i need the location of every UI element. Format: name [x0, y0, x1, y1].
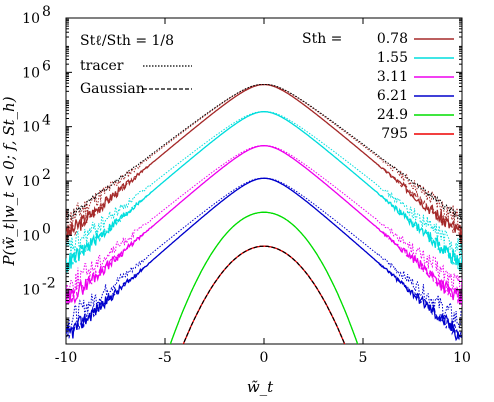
series-layer — [66, 83, 462, 344]
series-24.9 — [169, 211, 359, 344]
legend-entry-label: 795 — [381, 126, 408, 142]
x-axis-title: w̃_t — [247, 378, 274, 396]
series-tracer-line — [66, 177, 462, 334]
tracer-label: tracer — [80, 58, 124, 74]
y-tick-exponent: 0 — [42, 221, 51, 237]
legend-entry-label: 6.21 — [377, 88, 408, 104]
series-gaussian-line — [66, 111, 462, 272]
series-gaussian-line — [66, 84, 462, 240]
x-tick-label: 0 — [260, 350, 269, 366]
x-tick-label: -10 — [55, 350, 78, 366]
legend-entry-label: 24.9 — [377, 107, 408, 123]
plot-frame — [65, 17, 463, 345]
series-line — [169, 211, 359, 344]
y-tick-exponent: -2 — [42, 276, 56, 292]
x-tick-label: -5 — [158, 350, 172, 366]
series-6.21 — [66, 177, 462, 342]
series-gaussian-line — [169, 211, 359, 344]
legend-entry-label: 3.11 — [377, 69, 408, 85]
y-axis-title: P(w̃_t|w_t < 0; f, St_h) — [0, 96, 18, 266]
series-0.78 — [66, 83, 462, 244]
series-tracer-line — [169, 211, 359, 344]
legend-title: Sth = — [302, 31, 342, 47]
y-tick-exponent: 8 — [42, 4, 51, 20]
black-overlays — [66, 84, 462, 344]
gaussian-label: Gaussian — [80, 81, 145, 97]
x-tick-label: 10 — [453, 350, 471, 366]
series-tracer-line — [66, 145, 462, 296]
legend-entry-label: 0.78 — [377, 31, 408, 47]
y-tick-label: 10 — [22, 228, 40, 244]
y-tick-exponent: 6 — [42, 58, 51, 74]
y-tick-label: 10 — [22, 65, 40, 81]
series-gaussian-line — [66, 177, 462, 341]
y-tick-exponent: 4 — [42, 113, 51, 129]
series-line — [182, 245, 346, 344]
y-tick-exponent: 2 — [42, 167, 51, 183]
series-3.11 — [66, 145, 462, 307]
ratio-label: Stℓ/Sth = 1/8 — [80, 33, 174, 49]
y-tick-label: 10 — [22, 174, 40, 190]
y-tick-label: 10 — [22, 283, 40, 299]
legend-entry-label: 1.55 — [377, 50, 408, 66]
series-line — [66, 111, 462, 273]
y-tick-label: 10 — [22, 11, 40, 27]
series-1.55 — [66, 111, 462, 273]
legend-layer: 0.78 1.55 3.11 6.21 24.9 795 — [377, 31, 454, 142]
y-tick-label: 10 — [22, 120, 40, 136]
series-gaussian-line — [66, 145, 462, 305]
series-795 — [182, 245, 346, 344]
x-tick-label: 5 — [359, 350, 368, 366]
tracer-overlay-line — [66, 84, 462, 222]
